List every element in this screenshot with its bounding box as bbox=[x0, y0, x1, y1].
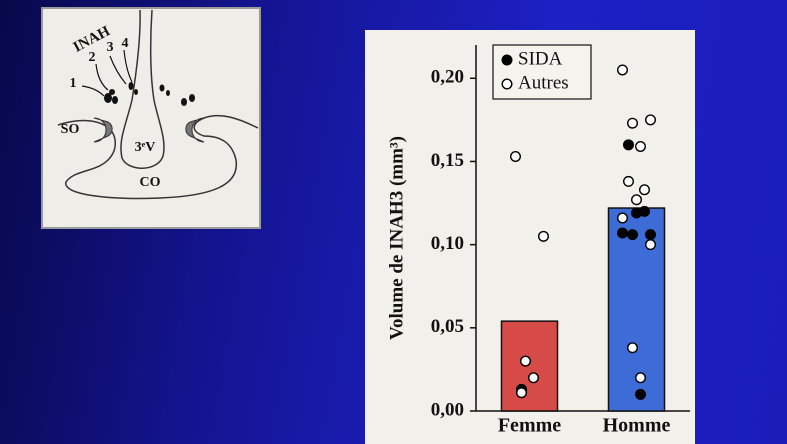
data-point bbox=[618, 65, 628, 75]
data-point bbox=[511, 152, 521, 162]
bar bbox=[502, 321, 558, 411]
diagram-label: 4 bbox=[122, 36, 129, 51]
data-point bbox=[646, 115, 656, 125]
slide: INAH1234SO3ᵉVCO0,000,050,100,150,20Volum… bbox=[0, 0, 787, 444]
y-tick-label: 0,10 bbox=[431, 233, 464, 254]
y-tick-label: 0,00 bbox=[431, 399, 464, 420]
diagram-label: 3ᵉV bbox=[135, 140, 156, 155]
diagram-label: SO bbox=[61, 122, 80, 137]
legend-marker bbox=[502, 79, 512, 89]
legend-label: Autres bbox=[518, 72, 569, 93]
data-point bbox=[646, 240, 656, 250]
x-tick-label: Homme bbox=[603, 415, 671, 437]
diagram-label: 1 bbox=[70, 76, 77, 91]
diagram-label: 2 bbox=[89, 50, 96, 65]
slide-canvas: INAH1234SO3ᵉVCO0,000,050,100,150,20Volum… bbox=[0, 0, 787, 444]
x-tick-label: Femme bbox=[498, 415, 561, 437]
y-tick-label: 0,20 bbox=[431, 67, 464, 88]
legend-label: SIDA bbox=[518, 48, 563, 69]
data-point bbox=[517, 388, 527, 398]
data-point bbox=[624, 177, 634, 187]
data-point bbox=[636, 373, 646, 383]
data-point bbox=[529, 373, 539, 383]
y-axis-label: Volume de INAH3 (mm³) bbox=[386, 136, 407, 340]
data-point bbox=[646, 230, 656, 240]
diagram-label: CO bbox=[140, 175, 161, 190]
data-point bbox=[628, 118, 638, 128]
legend-marker bbox=[502, 55, 512, 65]
data-point bbox=[628, 230, 638, 240]
y-tick-label: 0,15 bbox=[431, 150, 464, 171]
y-tick-label: 0,05 bbox=[431, 316, 464, 337]
data-point bbox=[632, 195, 642, 205]
data-point bbox=[521, 356, 531, 366]
data-point bbox=[636, 142, 646, 152]
data-point bbox=[618, 228, 628, 238]
data-point bbox=[640, 185, 650, 195]
data-point bbox=[636, 390, 646, 400]
data-point bbox=[628, 343, 638, 353]
data-point bbox=[539, 232, 549, 242]
data-point bbox=[618, 213, 628, 223]
data-point bbox=[632, 208, 642, 218]
diagram-label: 3 bbox=[107, 40, 114, 55]
data-point bbox=[624, 140, 634, 150]
